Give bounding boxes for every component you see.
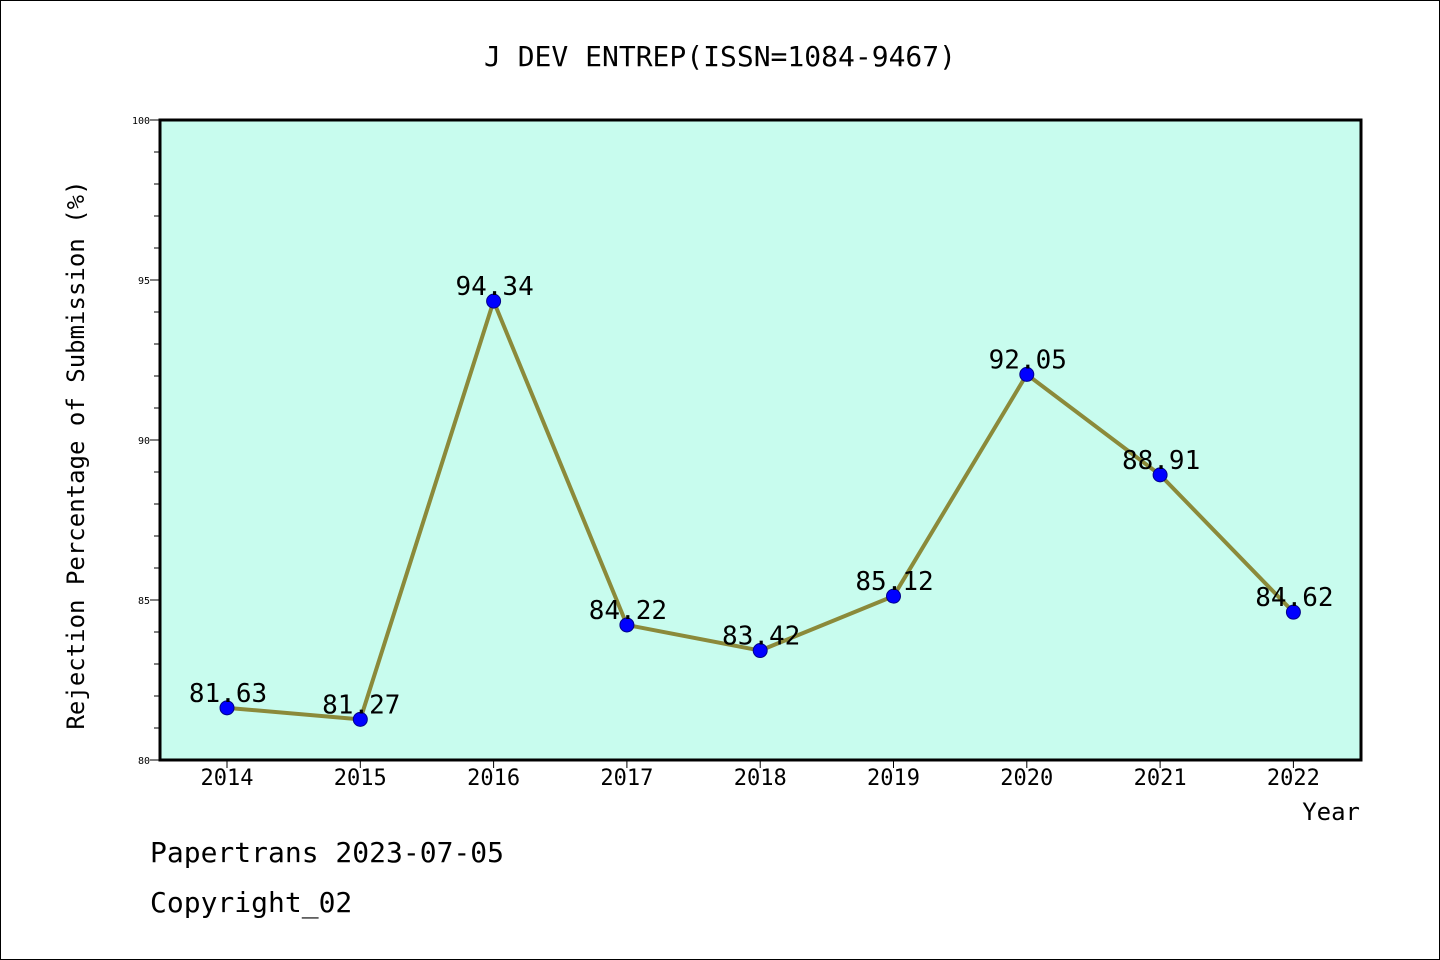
y-axis: 80 85 90 95 100 (132, 116, 160, 767)
x-tick-label: 2017 (600, 766, 653, 791)
y-tick-label: 100 (132, 116, 150, 127)
data-point (486, 293, 502, 309)
x-tick-label: 2020 (1000, 766, 1053, 791)
x-axis-label: Year (1302, 798, 1360, 826)
footer-copyright: Copyright_02 (150, 886, 353, 919)
data-point (352, 711, 368, 727)
y-tick-label: 90 (138, 436, 150, 447)
data-label: 84.22 (589, 596, 667, 626)
series-group: 81.63 81.27 94.34 84.22 83.42 85.12 92.05 88.91… (189, 272, 1334, 727)
data-point (1152, 467, 1168, 483)
data-point (619, 617, 635, 633)
plot-area (158, 118, 1363, 762)
x-axis: 2014 2015 2016 2017 2018 2019 2020 2021 2022 (201, 760, 1320, 791)
footer-date: Papertrans 2023-07-05 (150, 836, 505, 869)
x-tick-label: 2016 (467, 766, 520, 791)
x-tick-label: 2015 (334, 766, 387, 791)
x-tick-label: 2018 (734, 766, 787, 791)
data-point (1285, 604, 1301, 620)
data-label: 84.62 (1255, 583, 1333, 613)
data-label: 83.42 (722, 622, 800, 652)
x-tick-label: 2021 (1134, 766, 1187, 791)
y-tick-label: 95 (138, 276, 150, 287)
data-label: 94.34 (455, 272, 533, 302)
data-label: 81.63 (189, 679, 267, 709)
data-label: 85.12 (855, 567, 933, 597)
y-axis-label: Rejection Percentage of Submission (%) (62, 180, 90, 729)
y-tick-label: 80 (138, 756, 150, 767)
data-point (1019, 366, 1035, 382)
x-tick-label: 2022 (1267, 766, 1320, 791)
y-tick-label: 85 (138, 596, 150, 607)
data-point (752, 643, 768, 659)
data-label: 88.91 (1122, 446, 1200, 476)
data-point (219, 700, 235, 716)
x-tick-label: 2014 (201, 766, 254, 791)
data-point (886, 588, 901, 604)
chart-title: J DEV ENTREP(ISSN=1084-9467) (484, 40, 956, 73)
data-label: 92.05 (989, 345, 1067, 375)
data-label: 81.27 (322, 690, 400, 720)
x-tick-label: 2019 (867, 766, 920, 791)
